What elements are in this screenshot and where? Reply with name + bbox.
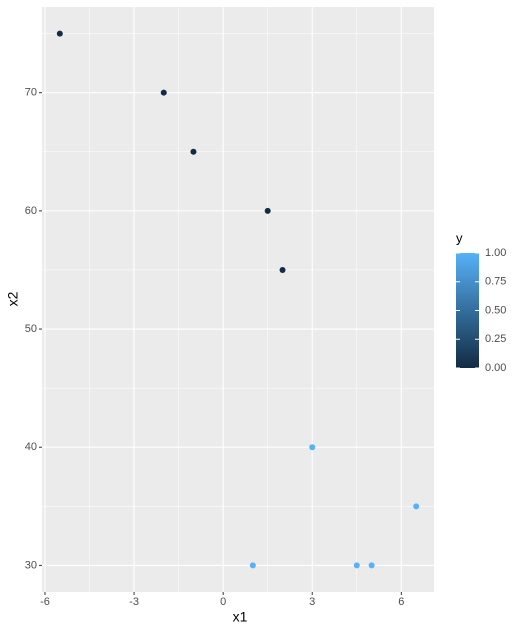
point (309, 444, 316, 451)
x-tick-label: 0 (220, 596, 226, 608)
colorbar-label: 0.50 (485, 304, 506, 316)
x-tick-label: -3 (129, 596, 139, 608)
point (368, 562, 375, 569)
y-tick-label: 30 (25, 559, 37, 571)
colorbar-label: 0.75 (485, 276, 506, 288)
point (353, 562, 360, 569)
x-axis-title: x1 (233, 609, 248, 625)
y-tick-label: 60 (25, 205, 37, 217)
point (264, 207, 271, 214)
y-tick-label: 50 (25, 323, 37, 335)
y-axis-title: x2 (5, 291, 21, 306)
point (413, 503, 420, 510)
x-tick-label: 6 (398, 596, 404, 608)
point (190, 148, 197, 155)
point (279, 266, 286, 273)
x-tick-label: -6 (40, 596, 50, 608)
colorbar-label: 0.25 (485, 333, 506, 345)
colorbar (456, 253, 479, 368)
point (160, 89, 167, 96)
panel (42, 7, 434, 592)
point (249, 562, 256, 569)
legend-title: y (456, 230, 463, 245)
x-tick-label: 3 (309, 596, 315, 608)
colorbar-label: 0.00 (485, 362, 506, 374)
y-tick-label: 40 (25, 441, 37, 453)
colorbar-label: 1.00 (485, 247, 506, 259)
point (56, 30, 63, 37)
y-tick-label: 70 (25, 87, 37, 99)
